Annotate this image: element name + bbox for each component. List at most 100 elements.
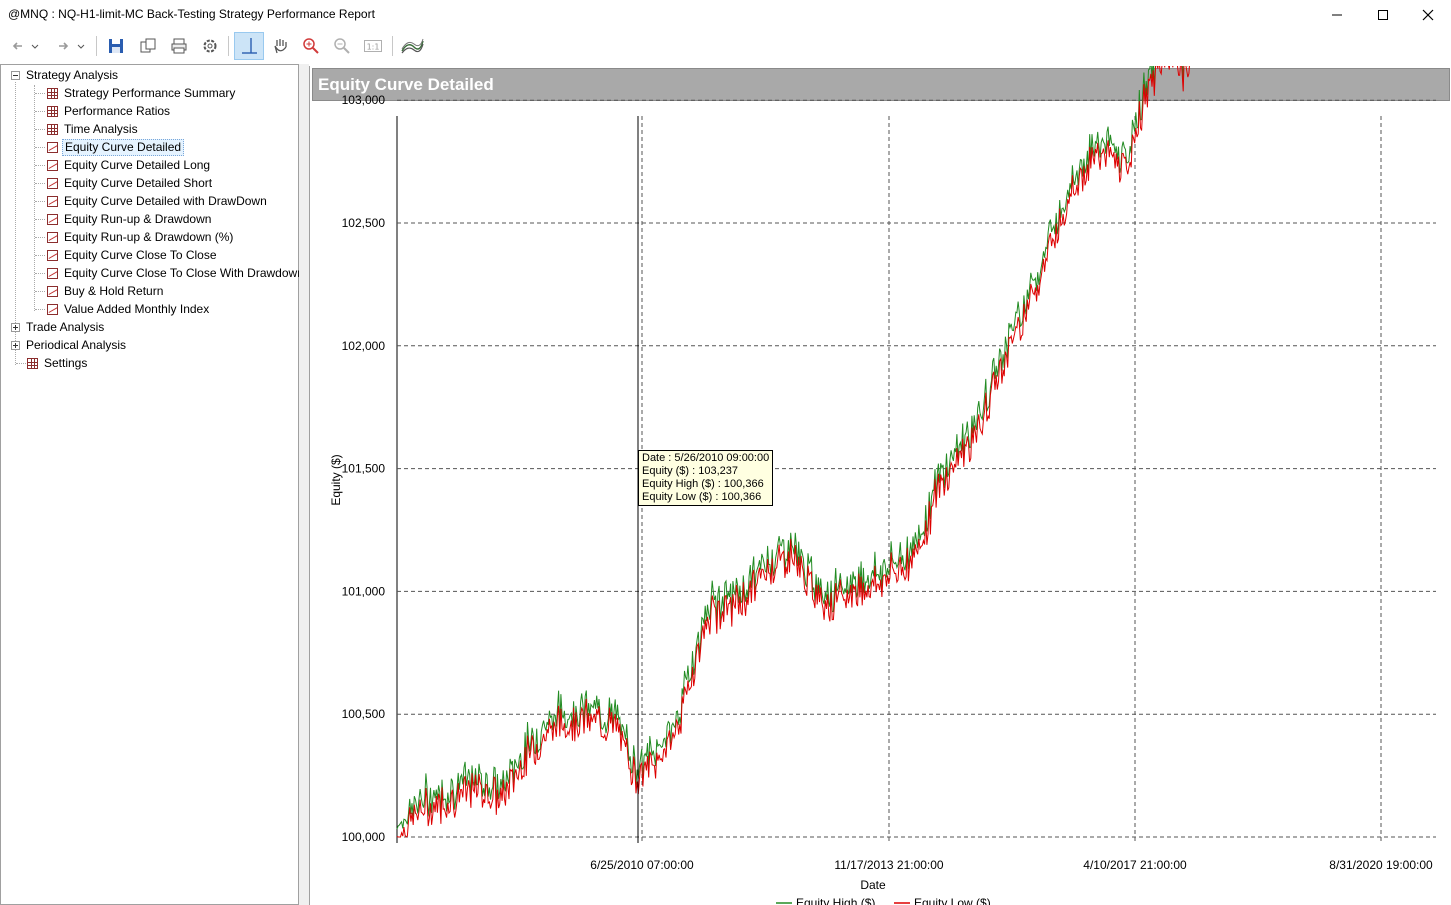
save-button[interactable]: [103, 33, 129, 59]
close-button[interactable]: [1405, 0, 1451, 30]
tree-node-settings[interactable]: Settings: [27, 354, 89, 372]
tree-connector: [35, 291, 45, 293]
tree-item-label: Equity Curve Detailed Long: [64, 158, 211, 172]
legend-label: Equity Low ($): [914, 896, 991, 905]
copy-button[interactable]: [135, 33, 161, 59]
tree-item[interactable]: Equity Run-up & Drawdown (%): [47, 228, 235, 246]
pan-button[interactable]: [267, 33, 293, 59]
tree-item[interactable]: Strategy Performance Summary: [47, 84, 237, 102]
tree-item-label: Equity Curve Detailed with DrawDown: [64, 194, 267, 208]
tree-item-label: Buy & Hold Return: [64, 284, 164, 298]
tree-item[interactable]: Equity Curve Detailed with DrawDown: [47, 192, 269, 210]
save-icon: [109, 39, 123, 53]
report-tree: Strategy Analysis Strategy Performance S…: [0, 64, 304, 905]
tree-item[interactable]: Equity Curve Detailed Long: [47, 156, 212, 174]
chart-icon: [47, 231, 58, 243]
tree-item[interactable]: Equity Curve Detailed Short: [47, 174, 214, 192]
tree-connector: [35, 219, 45, 221]
chevron-down-icon: [77, 44, 85, 49]
expand-icon[interactable]: [11, 340, 20, 350]
tree-connector: [35, 165, 45, 167]
chart-icon: [47, 213, 58, 225]
tree-item[interactable]: Time Analysis: [47, 120, 140, 138]
pane-splitter[interactable]: [299, 64, 309, 905]
x-tick-label: 11/17/2013 21:00:00: [834, 858, 944, 872]
window-title: @MNQ : NQ-H1-limit-MC Back-Testing Strat…: [8, 7, 375, 21]
chart-icon: [47, 159, 58, 171]
equity-chart[interactable]: 100,000 100,500 101,000 101,500 102,000 102,5…: [310, 66, 1451, 905]
close-icon: [1422, 9, 1434, 21]
forward-dropdown-button[interactable]: [74, 33, 88, 59]
zoom-in-button[interactable]: [298, 33, 324, 59]
crosshair-icon: [242, 38, 257, 54]
zoom-out-icon: [334, 38, 350, 54]
crosshair-button[interactable]: [234, 32, 264, 60]
expand-icon[interactable]: [11, 322, 20, 332]
table-icon: [47, 87, 58, 99]
tree-node-trade-analysis[interactable]: Trade Analysis: [11, 318, 106, 336]
chart-header: Equity Curve Detailed: [312, 68, 1450, 101]
chart-icon: [47, 177, 58, 189]
tree-connector: [15, 82, 17, 365]
tree-item[interactable]: Buy & Hold Return: [47, 282, 165, 300]
tree-item-label: Equity Curve Close To Close With Drawdow…: [64, 266, 304, 280]
title-bar: @MNQ : NQ-H1-limit-MC Back-Testing Strat…: [0, 0, 1451, 30]
x-tick-label: 8/31/2020 19:00:00: [1329, 858, 1433, 872]
table-icon: [27, 357, 38, 369]
svg-text:1:1: 1:1: [367, 43, 380, 52]
back-dropdown-button[interactable]: [28, 33, 42, 59]
y-tick-label: 103,000: [342, 93, 386, 107]
table-icon: [47, 105, 58, 117]
chart-style-button[interactable]: [398, 33, 426, 59]
settings-button[interactable]: [197, 33, 223, 59]
series-line-equity-high: [396, 66, 1189, 830]
tree-item[interactable]: Equity Run-up & Drawdown: [47, 210, 213, 228]
tree-item[interactable]: Equity Curve Close To Close: [47, 246, 219, 264]
chart-title: Equity Curve Detailed: [318, 75, 494, 94]
report-content-pane: Equity Curve Detailed 100,000 100,500 101,…: [309, 66, 1451, 905]
tree-connector: [16, 363, 26, 365]
y-tick-label: 102,500: [342, 216, 386, 230]
hand-pan-icon: [274, 39, 287, 54]
y-axis-title: Equity ($): [329, 454, 343, 505]
tree-connector: [35, 237, 45, 239]
toolbar-separator: [228, 36, 229, 56]
tree-item[interactable]: Performance Ratios: [47, 102, 172, 120]
minimize-button[interactable]: [1314, 0, 1360, 30]
tooltip-equity-high: Equity High ($) : 100,366: [642, 478, 764, 490]
chart-icon: [47, 303, 58, 315]
toolbar-separator: [392, 36, 393, 56]
tree-item[interactable]: Equity Curve Close To Close With Drawdow…: [47, 264, 306, 282]
tree-item-label: Time Analysis: [64, 122, 138, 136]
tree-node-strategy-analysis[interactable]: Strategy Analysis: [11, 66, 120, 84]
x-tick-label: 6/25/2010 07:00:00: [590, 858, 694, 872]
wave-chart-icon: [401, 38, 424, 54]
y-tick-label: 100,000: [342, 830, 386, 844]
gear-icon: [203, 39, 217, 53]
tree-item-label: Performance Ratios: [64, 104, 171, 118]
zoom-out-button[interactable]: [329, 33, 355, 59]
toolbar: 1:1: [0, 30, 1451, 62]
tree-connector: [35, 147, 45, 149]
collapse-icon[interactable]: [11, 70, 20, 80]
chart-icon: [47, 249, 58, 261]
tree-item[interactable]: Equity Curve Detailed: [47, 138, 185, 156]
maximize-button[interactable]: [1360, 0, 1406, 30]
tree-connector: [35, 111, 45, 113]
y-tick-label: 102,000: [342, 339, 386, 353]
x-tick-label: 4/10/2017 21:00:00: [1083, 858, 1187, 872]
tree-connector: [35, 93, 45, 95]
chart-icon: [47, 141, 58, 153]
crosshair-tooltip: Date : 5/26/2010 09:00:00 Equity ($) : 1…: [638, 450, 774, 506]
tree-connector: [34, 85, 36, 311]
maximize-icon: [1378, 10, 1388, 20]
print-button[interactable]: [166, 33, 192, 59]
zoom-reset-button[interactable]: 1:1: [360, 33, 386, 59]
tooltip-equity: Equity ($) : 103,237: [642, 465, 739, 477]
tree-item-label: Equity Run-up & Drawdown: [64, 212, 212, 226]
back-button[interactable]: [5, 33, 31, 59]
back-icon: [12, 42, 22, 50]
forward-button[interactable]: [50, 33, 76, 59]
tree-node-periodical-analysis[interactable]: Periodical Analysis: [11, 336, 128, 354]
tree-item[interactable]: Value Added Monthly Index: [47, 300, 211, 318]
